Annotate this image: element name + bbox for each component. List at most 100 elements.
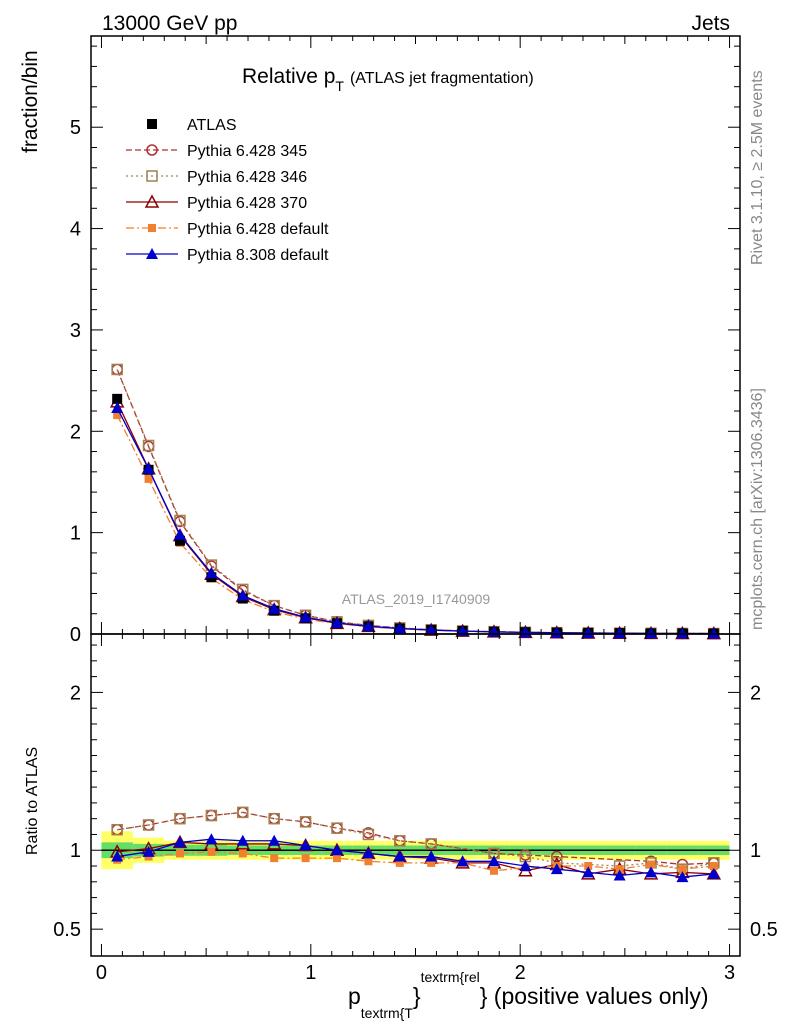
data-point-pythia-8-308-default (362, 620, 375, 632)
ratio-point-pythia-6-428-default (364, 857, 373, 866)
ratio-point-pythia-8-308-default (205, 833, 218, 845)
ratio-frame (90, 633, 741, 957)
data-point-pythia-8-308-default (550, 626, 563, 638)
ratio-point-pythia-6-428-default (490, 866, 499, 875)
data-point-pythia-8-308-default (393, 622, 406, 634)
ratio-line-pythia-8-308-default (117, 838, 714, 878)
ratio-series-pythia-8-308-default (111, 833, 720, 883)
legend-item-pythia-8-308-default: Pythia 8.308 default (126, 247, 329, 264)
y-tick-label: 2 (70, 421, 81, 443)
data-point-pythia-8-308-default (613, 627, 626, 639)
legend: ATLAS Pythia 6.428 345 Pythia 6.428 346 Pyt… (126, 117, 329, 264)
ratio-point-pythia-6-428-346 (142, 819, 155, 831)
ratio-point-pythia-8-308-default (111, 850, 124, 862)
legend-marker (147, 119, 157, 129)
ratio-point-pythia-8-308-default (456, 855, 469, 867)
data-point-pythia-8-308-default (582, 627, 595, 639)
ratio-point-pythia-8-308-default (299, 839, 312, 851)
legend-marker (146, 170, 158, 182)
legend-item-pythia-6-428-default: Pythia 6.428 default (126, 221, 329, 238)
ratio-point-pythia-8-308-default (676, 871, 689, 883)
main-title-note: (ATLAS jet fragmentation) (350, 70, 534, 87)
ratio-point-pythia-6-428-346 (425, 838, 437, 850)
x-axis-label-superscript: textrm{rel (421, 969, 480, 985)
ratio-point-pythia-8-308-default (236, 834, 249, 846)
legend-label: Pythia 6.428 370 (187, 195, 307, 212)
data-point-pythia-8-308-default (111, 401, 124, 413)
watermark: ATLAS_2019_I1740909 (342, 591, 491, 607)
ratio-y-tick-label-right: 1 (750, 840, 761, 862)
ratio-point-pythia-8-308-default (330, 844, 343, 856)
ratio-point-pythia-8-308-default (362, 847, 375, 859)
legend-label: Pythia 6.428 345 (187, 143, 307, 160)
ratio-y-tick-label: 1 (70, 840, 81, 862)
data-point-pythia-8-308-default (707, 627, 720, 639)
data-point-pythia-8-308-default (645, 627, 658, 639)
ratio-point-pythia-6-428-346 (299, 816, 312, 828)
ratio-point-pythia-8-308-default (393, 850, 406, 862)
data-point-pythia-8-308-default (676, 627, 689, 639)
legend-item-pythia-6-428-345: Pythia 6.428 345 (126, 143, 307, 160)
main-title-subscript: T (335, 78, 344, 94)
legend-marker (146, 248, 158, 259)
ratio-point-pythia-6-428-346 (394, 835, 406, 847)
legend-item-atlas: ATLAS (147, 117, 237, 134)
legend-label: Pythia 8.308 default (187, 247, 329, 264)
ratio-y-label: Ratio to ATLAS (24, 747, 41, 855)
ratio-line-pythia-6-428-default (117, 851, 714, 872)
data-point-pythia-6-428-346 (142, 439, 155, 452)
ratio-point-pythia-6-428-346 (205, 809, 218, 822)
ratio-point-pythia-6-428-346 (331, 822, 343, 834)
legend-marker (144, 194, 160, 208)
ratio-point-pythia-6-428-default (270, 854, 279, 863)
ratio-point-pythia-6-428-default (709, 862, 718, 871)
ratio-point-pythia-8-308-default (488, 855, 501, 867)
ratio-point-pythia-8-308-default (268, 834, 281, 846)
data-point-pythia-8-308-default (205, 567, 218, 579)
ratio-point-pythia-6-428-346 (362, 828, 375, 841)
ratio-point-pythia-6-428-346 (111, 823, 123, 836)
ratio-y-tick-label: 2 (70, 682, 81, 704)
ratio-point-pythia-8-308-default (550, 863, 563, 875)
ratio-line-pythia-6-428-345 (117, 811, 714, 866)
ratio-data-layer (101, 806, 730, 883)
x-tick-label: 3 (724, 962, 735, 984)
data-point-pythia-6-428-default (144, 474, 153, 483)
legend-marker (146, 144, 158, 156)
data-point-pythia-8-308-default (425, 624, 438, 636)
ratio-point-pythia-8-308-default (142, 845, 155, 857)
mcplots-citation-label: mcplots.cern.ch [arXiv:1306.3436] (749, 388, 766, 630)
ratio-point-pythia-6-428-default (678, 865, 687, 874)
ratio-y-tick-label-right: 2 (750, 682, 761, 704)
main-axes: 0 1 2 3 4 5 (70, 36, 740, 646)
y-tick-label: 3 (70, 320, 81, 342)
data-point-pythia-6-428-346 (174, 514, 186, 527)
ratio-point-pythia-6-428-346 (174, 812, 186, 825)
data-point-pythia-8-308-default (330, 616, 343, 628)
ratio-point-pythia-6-428-default (301, 854, 310, 863)
y-tick-label: 4 (70, 219, 81, 241)
ratio-point-pythia-8-308-default (582, 866, 595, 878)
legend-item-pythia-6-428-346: Pythia 6.428 346 (126, 169, 307, 186)
data-point-atlas (112, 393, 123, 404)
ratio-point-pythia-6-428-default (584, 862, 593, 871)
ratio-point-pythia-8-308-default (425, 850, 438, 862)
ratio-plot-panel: 0.5 0.5 1 1 2 2 0 1 2 3 Ratio to ATLAS ptextrm{T}… (24, 633, 778, 1021)
ratio-point-pythia-8-308-default (613, 869, 626, 881)
data-point-pythia-6-428-default (113, 411, 122, 420)
data-point-pythia-6-428-346 (111, 363, 123, 376)
main-title: Relative pT (ATLAS jet fragmentation) (242, 65, 534, 94)
x-tick-label: 1 (305, 962, 316, 984)
y-tick-label: 1 (70, 523, 81, 545)
ratio-point-pythia-6-428-346 (268, 812, 280, 825)
data-point-pythia-8-308-default (173, 528, 186, 540)
ratio-y-tick-label-right: 0.5 (750, 919, 778, 941)
legend-label: ATLAS (187, 117, 237, 134)
ratio-point-pythia-6-428-default (332, 854, 341, 863)
ratio-point-pythia-6-428-default (207, 847, 216, 856)
ratio-y-tick-label: 0.5 (53, 919, 81, 941)
x-tick-label: 2 (515, 962, 526, 984)
ratio-point-pythia-6-428-default (238, 849, 247, 858)
